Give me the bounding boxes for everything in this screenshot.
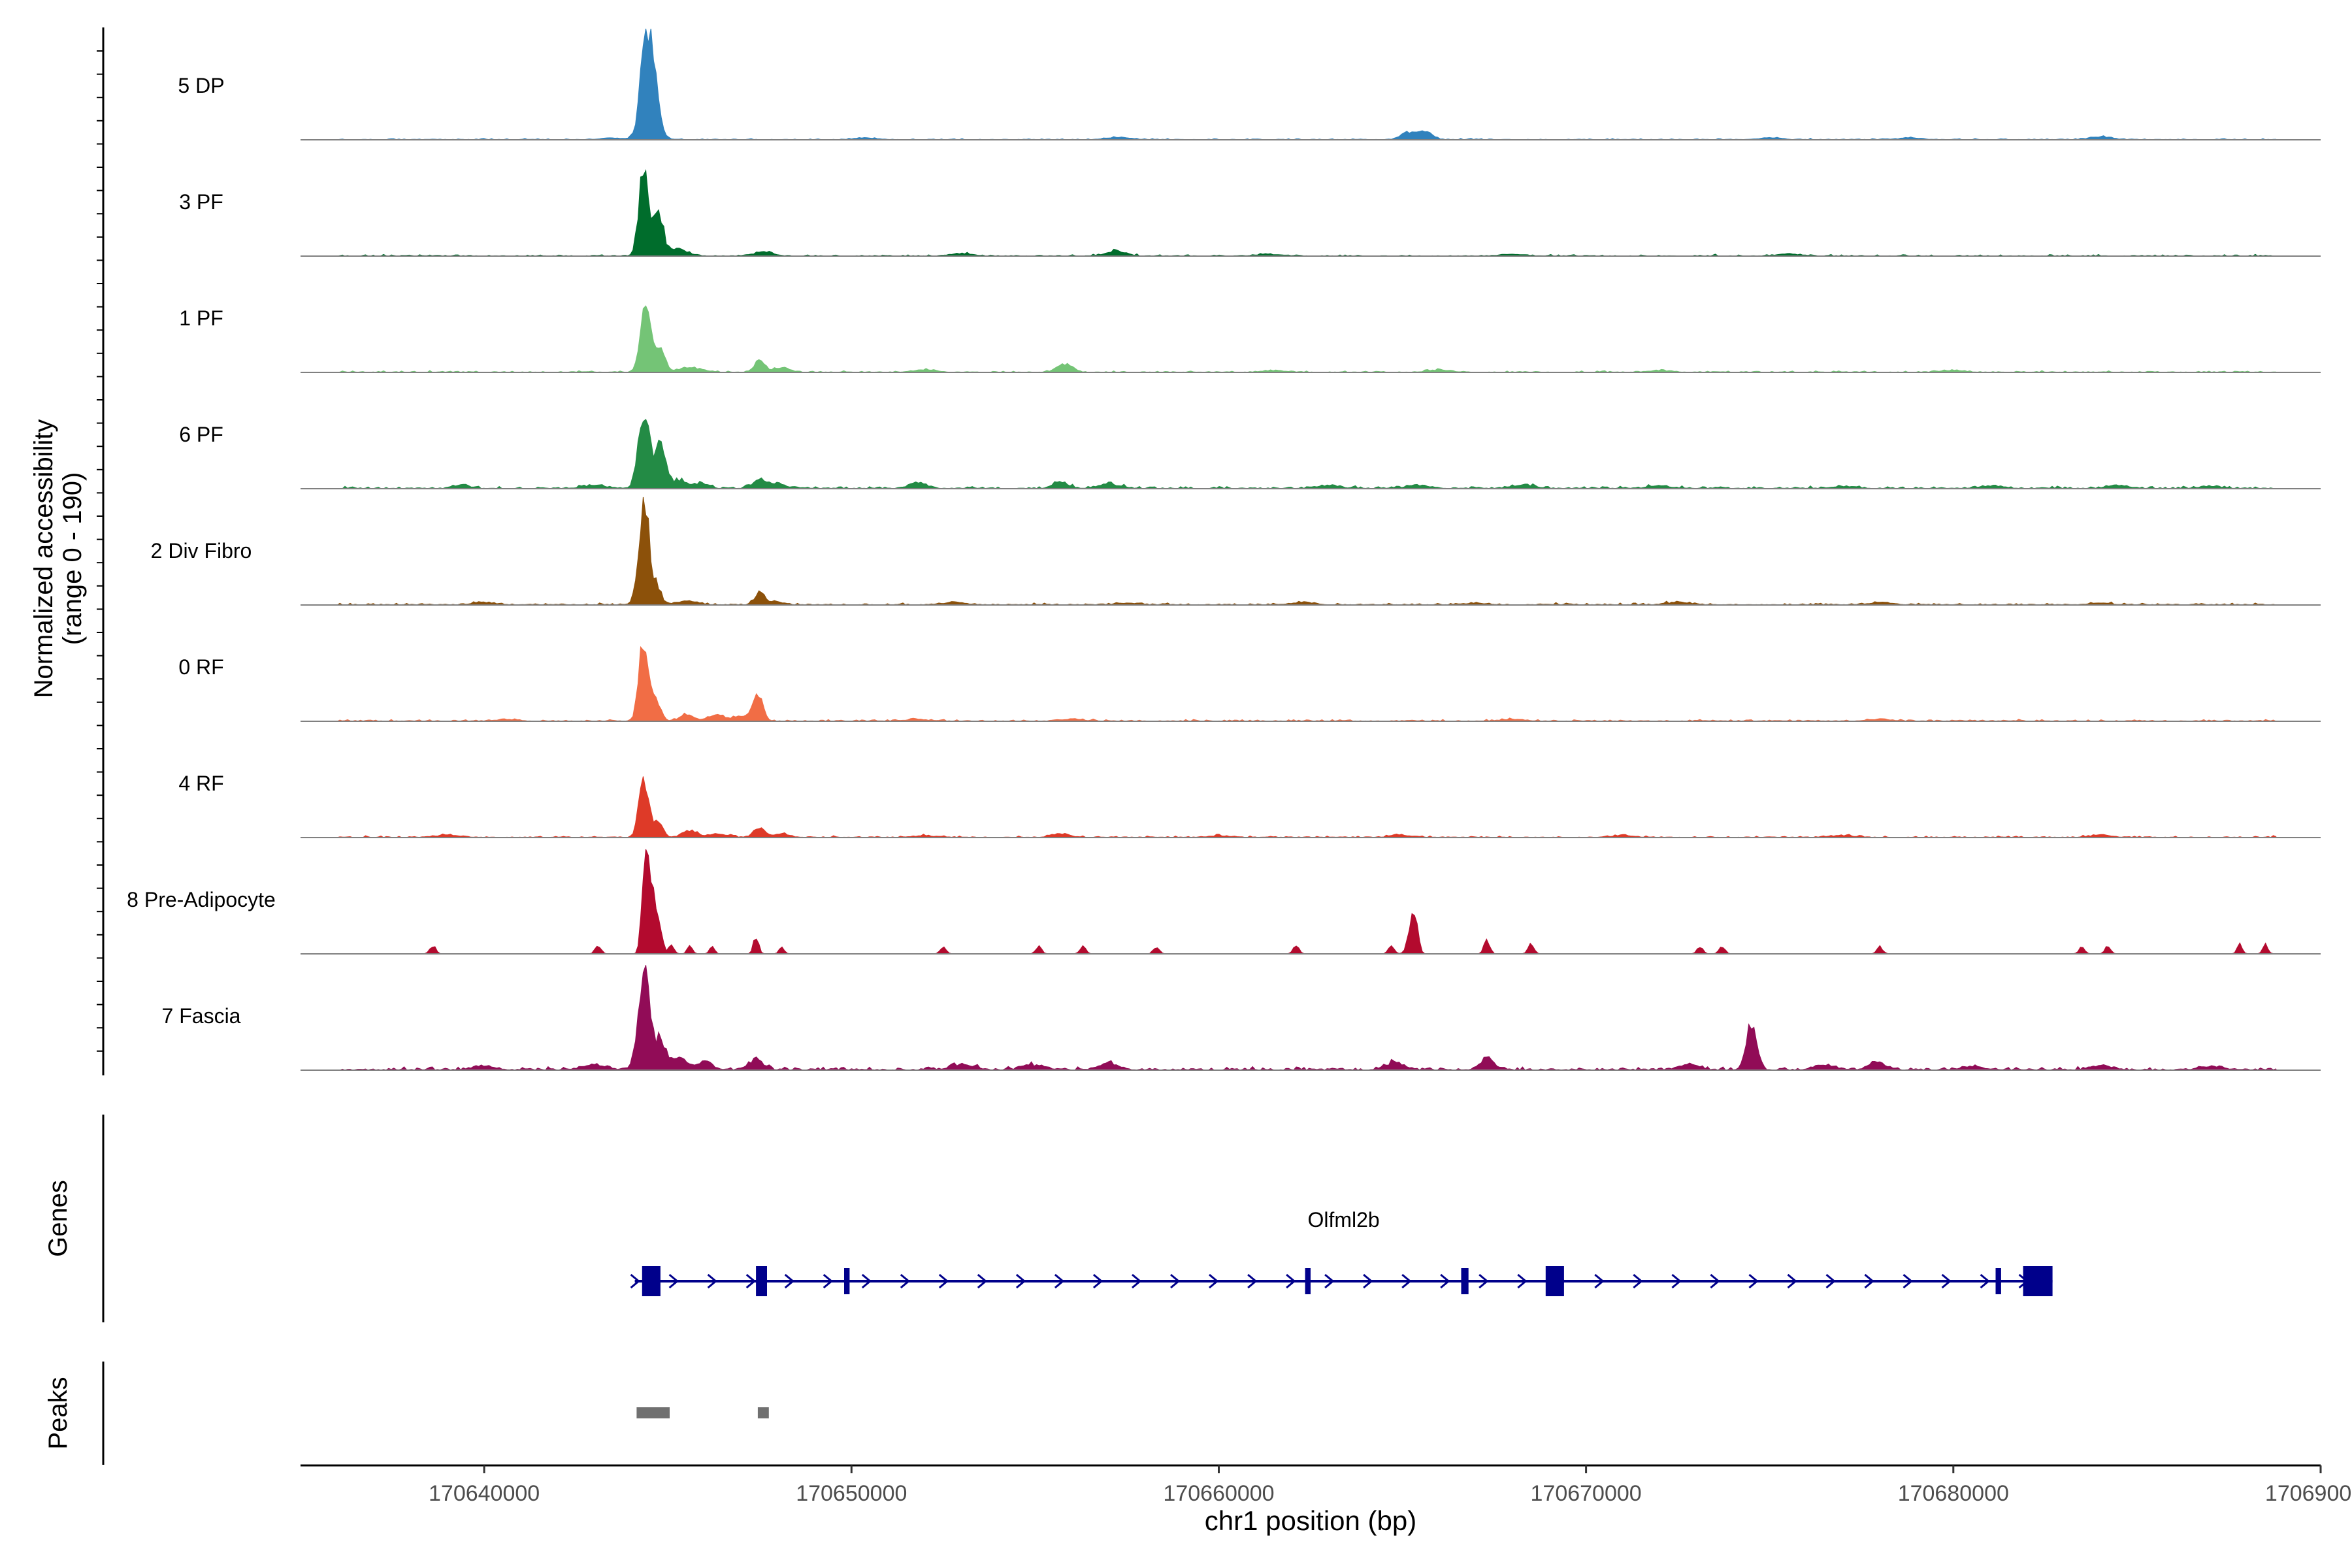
strand-arrow-icon (900, 1273, 911, 1289)
strand-arrow-icon (1980, 1273, 1990, 1289)
strand-arrow-icon (1132, 1273, 1142, 1289)
strand-arrow-icon (1787, 1273, 1797, 1289)
strand-arrow-icon (1440, 1273, 1450, 1289)
gene-exon (2023, 1266, 2053, 1296)
strand-arrow-icon (938, 1273, 949, 1289)
peak-region (757, 1407, 769, 1418)
track-label: 3 PF (179, 190, 223, 214)
strand-arrow-icon (1363, 1273, 1373, 1289)
x-tick-label: 170650000 (796, 1481, 907, 1506)
strand-arrow-icon (784, 1273, 795, 1289)
strand-arrow-icon (668, 1273, 679, 1289)
track-4-rf: 4 RF (178, 772, 2321, 838)
accessibility-area (336, 497, 2277, 606)
gene-exon (1461, 1268, 1469, 1294)
strand-arrow-icon (1401, 1273, 1412, 1289)
track-label: 8 Pre-Adipocyte (127, 888, 276, 911)
accessibility-area (337, 849, 2277, 955)
strand-arrow-icon (861, 1273, 872, 1289)
track-5-dp: 5 DP (178, 28, 2321, 140)
x-tick-label: 170640000 (429, 1481, 540, 1506)
track-7-fascia: 7 Fascia (162, 965, 2321, 1071)
gene-exon (1305, 1268, 1311, 1294)
peak-region (636, 1407, 670, 1418)
x-axis-label: chr1 position (bp) (1205, 1505, 1417, 1536)
strand-arrow-icon (745, 1273, 757, 1289)
strand-arrow-icon (1209, 1273, 1219, 1289)
accessibility-area (337, 419, 2277, 489)
accessibility-area (337, 169, 2277, 257)
strand-arrow-icon (1903, 1273, 1913, 1289)
strand-arrow-icon (1941, 1273, 1952, 1289)
track-2-div-fibro: 2 Div Fibro (151, 497, 2321, 606)
accessibility-area (337, 965, 2278, 1071)
accessibility-area (336, 645, 2277, 722)
strand-arrow-icon (1517, 1273, 1527, 1289)
strand-arrow-icon (1170, 1273, 1181, 1289)
strand-arrow-icon (1015, 1273, 1026, 1289)
y-axis-label-line1: Normalized accessibility (29, 419, 58, 698)
strand-arrow-icon (977, 1273, 988, 1289)
x-tick-label: 170690000 (2265, 1481, 2352, 1506)
track-label: 6 PF (179, 423, 223, 446)
strand-arrow-icon (1864, 1273, 1874, 1289)
track-1-pf: 1 PF (179, 305, 2321, 373)
gene-exon (756, 1266, 767, 1296)
gene-name-label: Olfml2b (1307, 1208, 1379, 1232)
track-8-pre-adipocyte: 8 Pre-Adipocyte (127, 849, 2321, 955)
accessibility-area (337, 28, 2278, 140)
x-tick-label: 170680000 (1898, 1481, 2009, 1506)
gene-exon (642, 1266, 661, 1296)
accessibility-area (337, 305, 2277, 373)
gene-exon (1995, 1268, 2001, 1294)
strand-arrow-icon (823, 1273, 834, 1289)
strand-arrow-icon (1324, 1273, 1335, 1289)
track-label: 7 Fascia (162, 1004, 241, 1028)
track-6-pf: 6 PF (179, 419, 2321, 489)
strand-arrow-icon (1633, 1273, 1643, 1289)
strand-arrow-icon (1478, 1273, 1489, 1289)
track-3-pf: 3 PF (179, 169, 2321, 257)
x-axis-ticks: 170640000 170650000 170660000 170670000 1706… (429, 1465, 2352, 1506)
track-label: 0 RF (178, 655, 223, 679)
x-tick-label: 170670000 (1531, 1481, 1642, 1506)
strand-arrow-icon (1825, 1273, 1836, 1289)
peak-regions (636, 1407, 769, 1418)
track-label: 2 Div Fibro (151, 539, 252, 563)
strand-arrow-icon (1247, 1273, 1258, 1289)
strand-arrow-icon (1092, 1273, 1103, 1289)
track-label: 4 RF (178, 772, 223, 795)
track-label: 5 DP (178, 74, 224, 97)
accessibility-area (337, 776, 2278, 838)
strand-arrow-icon (1054, 1273, 1065, 1289)
gene-exon (844, 1268, 850, 1294)
strand-arrow-icon (1671, 1273, 1682, 1289)
strand-arrow-icon (1748, 1273, 1759, 1289)
track-0-rf: 0 RF (178, 645, 2321, 722)
y-axis-label-line2: (range 0 - 190) (58, 472, 87, 645)
accessibility-y-ticks (97, 50, 103, 1052)
accessibility-tracks: 5 DP 3 PF 1 PF 6 PF 2 Div Fibro 0 RF 4 RF 8 Pre… (127, 28, 2321, 1071)
strand-arrow-icon (707, 1273, 717, 1289)
x-tick-label: 170660000 (1163, 1481, 1274, 1506)
strand-arrow-icon (1594, 1273, 1605, 1289)
strand-arrow-icon (1710, 1273, 1720, 1289)
strand-arrow-icon (1286, 1273, 1296, 1289)
track-label: 1 PF (179, 306, 223, 330)
gene-model-olfml2b (630, 1266, 2053, 1296)
genes-track-label: Genes (44, 1180, 73, 1257)
strand-arrow-icon (630, 1273, 640, 1289)
peaks-track-label: Peaks (44, 1377, 73, 1449)
gene-exon (1545, 1266, 1564, 1296)
